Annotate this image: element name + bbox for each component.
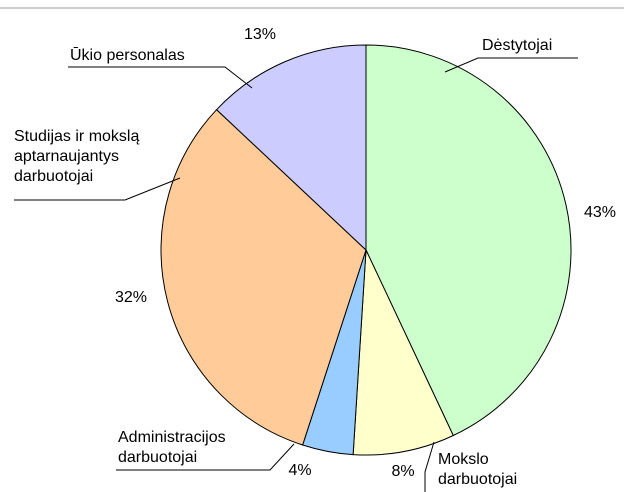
value-label: 13% [243,26,277,43]
slice-label: Ūkio personalas [70,47,185,64]
value-label: 8% [391,463,415,480]
leader-line [68,66,253,89]
slice-label: Studijas ir mokslą aptarnaujantys darbuo… [14,128,140,185]
value-label: 32% [114,289,148,306]
slice-label: Mokslo darbuotojai [438,451,518,488]
leader-line [116,443,295,471]
leader-line [424,441,435,492]
pie-slice [215,44,367,252]
leader-line [14,177,181,201]
value-label: 4% [288,462,312,479]
slice-label: Administracijos darbuotojai [118,429,226,466]
slices [160,44,572,456]
slice-label: Dėstytojai [482,37,553,54]
pie-slice [160,108,367,446]
pie-slice [352,249,454,456]
value-label: 43% [583,204,617,221]
leader-line [444,57,578,73]
pie-slice [365,44,572,437]
